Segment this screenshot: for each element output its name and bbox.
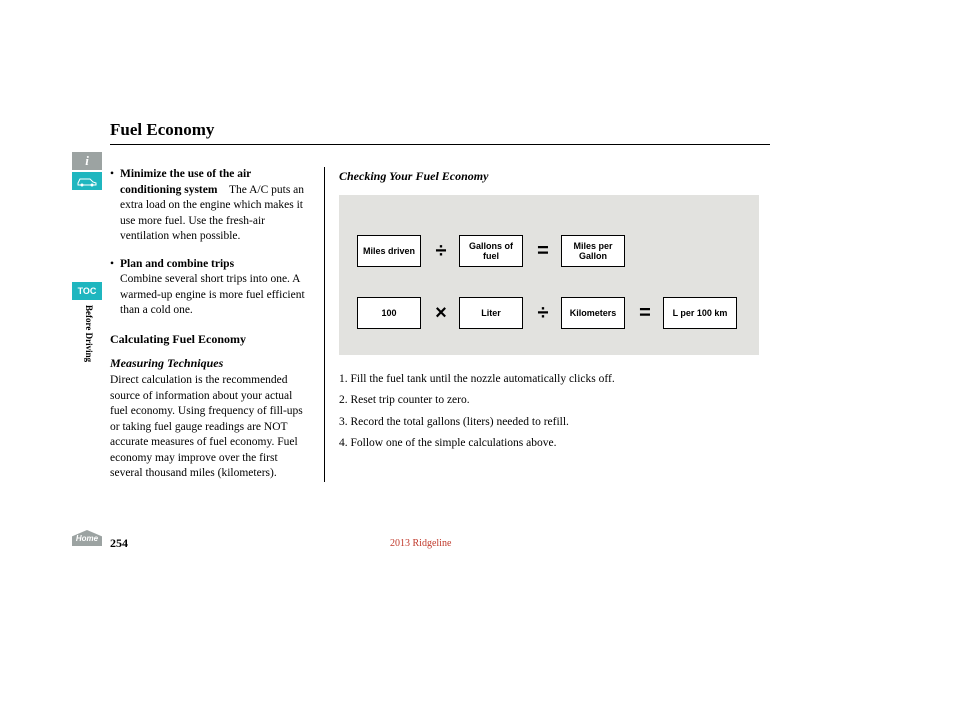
bullet-bold: Plan and combine trips [120, 258, 234, 270]
step-1: 1. Fill the fuel tank until the nozzle a… [339, 371, 770, 388]
bullet-dot: • [110, 257, 120, 319]
box-l100km: L per 100 km [663, 297, 737, 329]
bullet-ac: • Minimize the use of the air conditioni… [110, 167, 312, 245]
box-miles-driven: Miles driven [357, 235, 421, 267]
box-liter: Liter [459, 297, 523, 329]
bullet-trips: • Plan and combine trips Combine several… [110, 257, 312, 319]
box-100: 100 [357, 297, 421, 329]
box-mpg: Miles per Gallon [561, 235, 625, 267]
page-content: Fuel Economy • Minimize the use of the a… [110, 120, 770, 482]
home-tab[interactable]: Home [72, 530, 102, 546]
op-divide2: ÷ [533, 303, 553, 323]
measuring-body: Direct calculation is the recommended so… [110, 373, 312, 482]
car-svg [76, 175, 98, 187]
bullet-dot: • [110, 167, 120, 245]
vehicle-icon[interactable] [72, 172, 102, 190]
right-column: Checking Your Fuel Economy Miles driven … [325, 167, 770, 482]
step-4: 4. Follow one of the simple calculations… [339, 435, 770, 452]
toc-label: TOC [78, 286, 97, 296]
steps-list: 1. Fill the fuel tank until the nozzle a… [339, 371, 770, 452]
section-label: Before Driving [84, 305, 94, 362]
op-divide: ÷ [431, 241, 451, 261]
columns: • Minimize the use of the air conditioni… [110, 167, 770, 482]
page-title: Fuel Economy [110, 120, 770, 145]
calc-heading: Calculating Fuel Economy [110, 331, 312, 347]
home-label: Home [76, 534, 98, 543]
footer-model: 2013 Ridgeline [390, 538, 451, 549]
step-2: 2. Reset trip counter to zero. [339, 392, 770, 409]
step-3: 3. Record the total gallons (liters) nee… [339, 414, 770, 431]
page-number: 254 [110, 536, 128, 551]
box-km: Kilometers [561, 297, 625, 329]
bullet-body: Minimize the use of the air conditioning… [120, 167, 312, 245]
measuring-heading: Measuring Techniques [110, 355, 312, 371]
box-gallons: Gallons of fuel [459, 235, 523, 267]
left-column: • Minimize the use of the air conditioni… [110, 167, 325, 482]
checking-heading: Checking Your Fuel Economy [339, 167, 770, 185]
info-icon[interactable]: i [72, 152, 102, 170]
info-glyph: i [85, 153, 89, 169]
toc-tab[interactable]: TOC [72, 282, 102, 300]
op-times: × [431, 303, 451, 323]
bullet-body: Plan and combine trips Combine several s… [120, 257, 312, 319]
op-equals2: = [635, 303, 655, 323]
op-equals: = [533, 241, 553, 261]
bullet-text: Combine several short trips into one. A … [120, 273, 305, 316]
formula-diagram: Miles driven ÷ Gallons of fuel = Miles p… [339, 195, 759, 355]
